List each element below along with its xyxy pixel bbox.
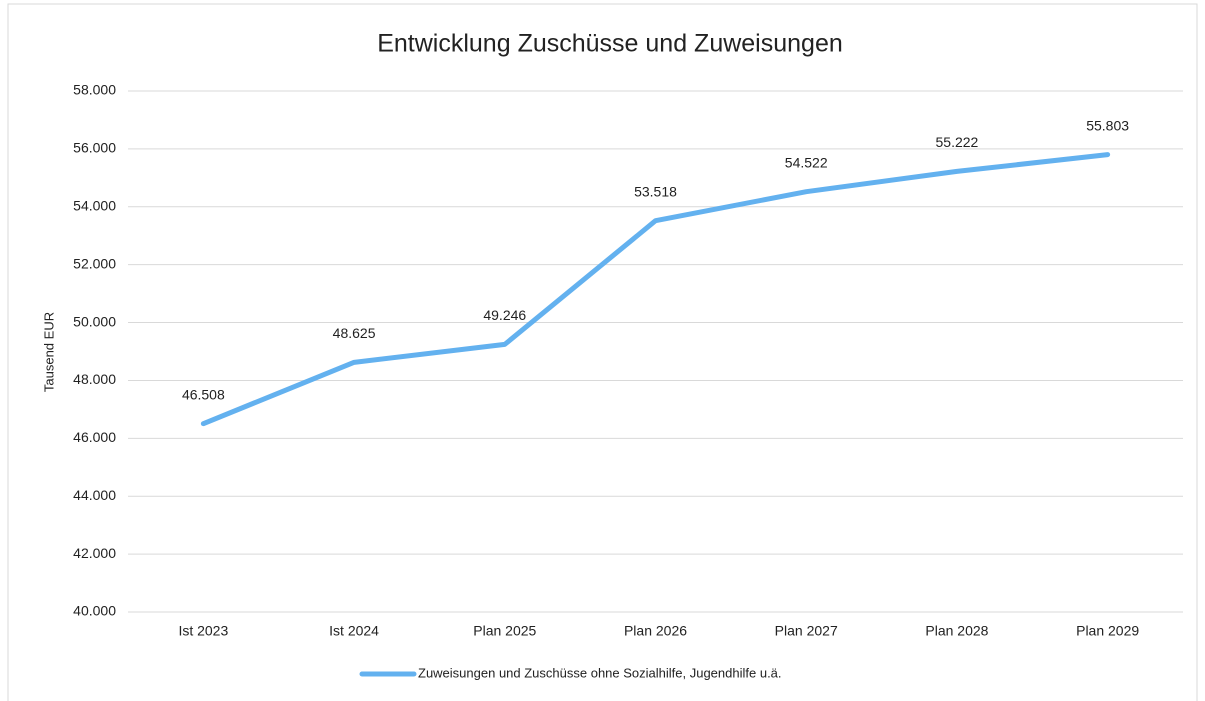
x-tick-label: Plan 2025 [473, 623, 536, 639]
chart-title: Entwicklung Zuschüsse und Zuweisungen [377, 30, 843, 58]
x-tick-label: Ist 2023 [178, 623, 228, 639]
y-tick-label: 52.000 [73, 255, 116, 271]
chart-border [7, 3, 1198, 701]
legend-label: Zuweisungen und Zuschüsse ohne Sozialhil… [418, 665, 782, 680]
y-tick-label: 48.000 [73, 371, 116, 387]
series-line [200, 152, 1111, 427]
y-tick-label: 44.000 [73, 487, 116, 503]
y-tick-label: 42.000 [73, 545, 116, 561]
y-axis-label: Tausend EUR [41, 312, 56, 392]
y-tick-label: 40.000 [73, 603, 116, 619]
data-label: 49.246 [483, 307, 526, 323]
x-tick-label: Plan 2027 [775, 623, 838, 639]
data-label: 54.522 [785, 154, 828, 170]
x-tick-label: Plan 2029 [1076, 623, 1139, 639]
x-tick-label: Plan 2026 [624, 623, 687, 639]
y-tick-label: 58.000 [73, 82, 116, 98]
y-tick-label: 50.000 [73, 313, 116, 329]
data-label: 55.222 [936, 134, 979, 150]
x-tick-label: Ist 2024 [329, 623, 379, 639]
data-label: 55.803 [1086, 117, 1129, 133]
y-tick-label: 56.000 [73, 140, 116, 156]
x-tick-label: Plan 2028 [925, 623, 988, 639]
data-label: 53.518 [634, 183, 677, 199]
y-tick-label: 46.000 [73, 429, 116, 445]
data-label: 46.508 [182, 386, 225, 402]
y-tick-label: 54.000 [73, 197, 116, 213]
data-label: 48.625 [333, 325, 376, 341]
